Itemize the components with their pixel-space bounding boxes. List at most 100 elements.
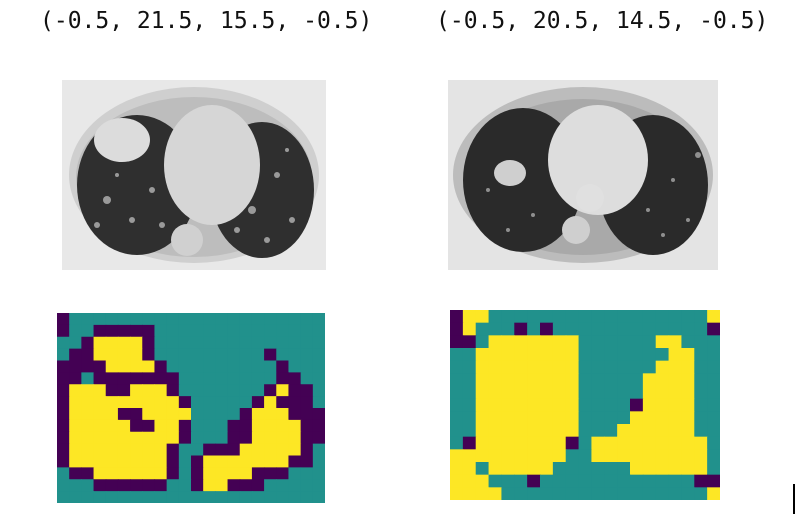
mask-cell [93, 467, 107, 480]
mask-cell [617, 335, 631, 349]
mask-cell [142, 455, 156, 468]
mask-cell [604, 398, 618, 412]
mask-cell [105, 419, 119, 433]
mask-cell [655, 474, 670, 488]
mask-cell [540, 386, 554, 400]
mask-cell [707, 449, 720, 463]
mask-cell [617, 424, 631, 438]
mask-cell [166, 396, 180, 409]
mask-cell [130, 313, 143, 326]
mask-cell [475, 424, 490, 438]
mask-cell [178, 396, 192, 409]
mask-cell [57, 372, 70, 385]
mask-cell [694, 360, 708, 374]
mask-cell [591, 424, 605, 438]
mask-cell [178, 467, 192, 480]
mask-cell [288, 396, 302, 409]
mask-cell [475, 310, 490, 324]
mask-cell [604, 411, 618, 425]
mask-cell [578, 474, 593, 488]
mask-cell [117, 384, 131, 397]
mask-grid-left [57, 313, 325, 503]
mask-cell [540, 360, 554, 374]
mask-cell [178, 479, 192, 492]
mask-cell [681, 310, 695, 324]
mask-cell [166, 360, 180, 373]
mask-cell [215, 396, 229, 409]
mask-cell [707, 474, 720, 488]
mask-cell [130, 348, 143, 362]
mask-cell [276, 396, 290, 409]
mask-cell [276, 455, 290, 468]
mask-cell [81, 455, 95, 468]
mask-cell [450, 398, 464, 412]
mask-cell [154, 336, 168, 350]
mask-cell [642, 449, 657, 463]
mask-cell [630, 348, 644, 362]
mask-cell [450, 411, 464, 425]
mask-cell [178, 455, 192, 468]
mask-cell [565, 398, 580, 412]
mask-cell [450, 474, 464, 488]
mask-cell [93, 348, 107, 362]
mask-cell [450, 335, 464, 349]
mask-cell [81, 360, 95, 373]
mask-cell [565, 386, 580, 400]
mask-cell [264, 372, 277, 385]
mask-cell [203, 408, 216, 421]
mask-cell [251, 491, 265, 503]
mask-cell [93, 455, 107, 468]
mask-cell [604, 322, 618, 336]
mask-cell [251, 396, 265, 409]
mask-cell [462, 411, 477, 425]
mask-cell [514, 436, 528, 450]
mask-cell [276, 324, 290, 338]
mask-cell [540, 487, 554, 500]
mask-cell [450, 424, 464, 438]
mask-cell [69, 360, 82, 373]
mask-cell [565, 462, 580, 476]
mask-cell [707, 411, 720, 425]
mask-cell [105, 408, 119, 421]
mask-cell [276, 384, 290, 397]
mask-cell [655, 462, 670, 476]
mask-cell [117, 396, 131, 409]
mask-cell [93, 431, 107, 445]
mask-cell [527, 411, 541, 425]
mask-cell [93, 419, 107, 433]
mask-cell [630, 424, 644, 438]
mask-cell [475, 398, 490, 412]
mask-cell [655, 310, 670, 324]
mask-cell [630, 373, 644, 387]
mask-cell [264, 431, 277, 445]
mask-cell [276, 431, 290, 445]
mask-cell [251, 360, 265, 373]
mask-cell [681, 436, 695, 450]
mask-cell [312, 396, 325, 409]
mask-cell [604, 386, 618, 400]
mask-cell [617, 449, 631, 463]
mask-cell [475, 487, 490, 500]
mask-cell [69, 431, 82, 445]
mask-cell [707, 424, 720, 438]
mask-cell [312, 360, 325, 373]
mask-cell [154, 408, 168, 421]
mask-cell [166, 479, 180, 492]
mask-cell [154, 491, 168, 503]
mask-cell [130, 431, 143, 445]
mask-cell [540, 373, 554, 387]
mask-cell [251, 313, 265, 326]
mask-cell [93, 408, 107, 421]
mask-cell [591, 487, 605, 500]
mask-cell [215, 384, 229, 397]
mask-cell [552, 474, 567, 488]
mask-cell [565, 310, 580, 324]
mask-cell [655, 398, 670, 412]
mask-cell [300, 313, 314, 326]
mask-cell [578, 335, 593, 349]
mask-cell [215, 443, 229, 457]
mask-cell [475, 411, 490, 425]
mask-cell [488, 310, 503, 324]
mask-cell [264, 384, 277, 397]
mask-cell [142, 396, 156, 409]
